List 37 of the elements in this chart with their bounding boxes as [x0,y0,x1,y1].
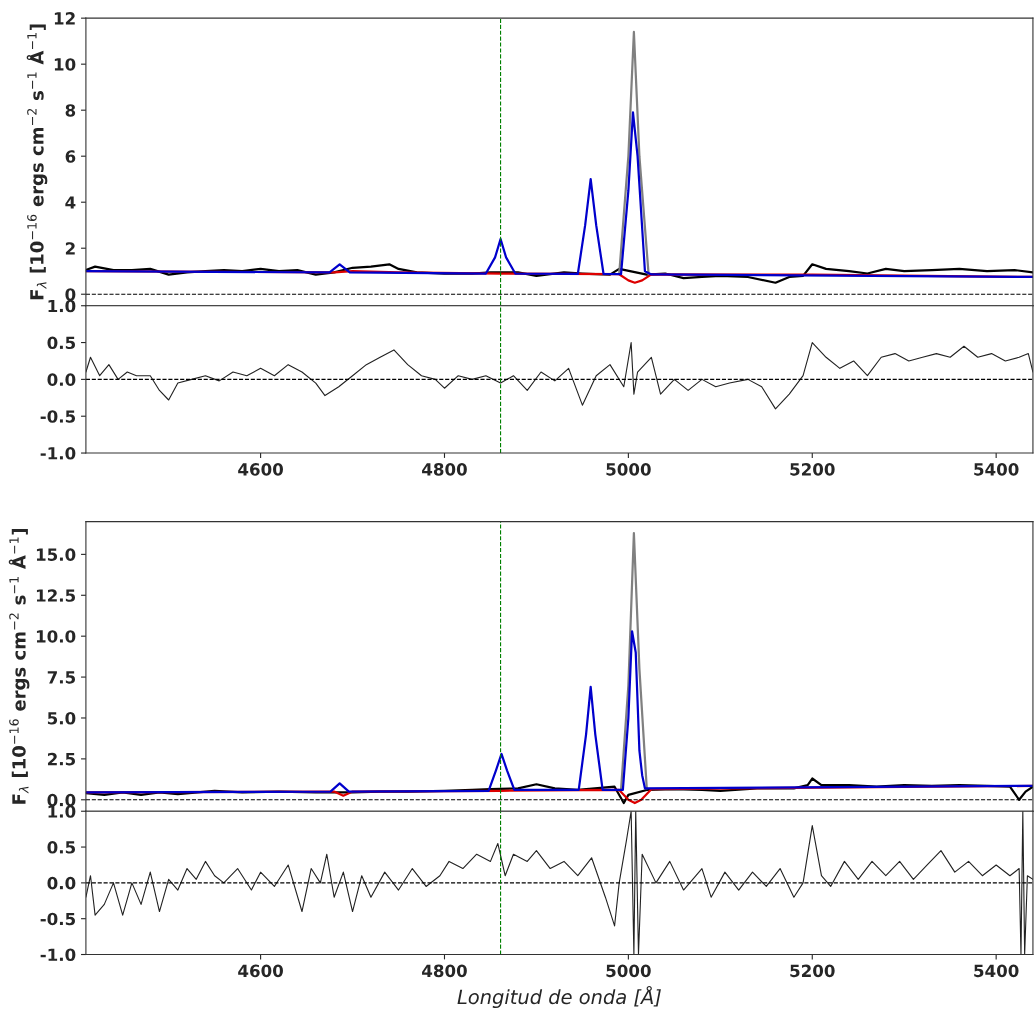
y-tick-label: 0.0 [47,876,76,890]
x-tick-label: 4600 [238,964,283,978]
y-tick-label: 5.0 [47,711,76,725]
x-tick-label: 5000 [606,463,651,476]
y-tick-label: 15.0 [36,548,76,561]
y-tick-label: 12.5 [36,589,76,602]
y-tick-label: 7.5 [47,671,76,684]
y-tick-label: 12 [54,12,75,25]
y-tick-label: 6 [65,150,76,163]
x-tick-label: 4800 [422,463,467,476]
x-tick-label: 5400 [974,463,1019,476]
y-tick-label: -0.5 [40,912,76,926]
x-tick-label: 5200 [790,463,835,476]
y-tick-label: 2 [65,242,75,255]
x-axis-title: Longitud de onda [Å] [457,985,661,1009]
y-tick-label: 0.0 [47,373,76,386]
text: F$_{λ}$ [10$^{−16}$ ergs cm$^{−2}$ s$^{−1}$ Å$^{−1}$] [8,529,30,804]
y-tick-label: -1.0 [40,948,76,962]
text: F$_{λ}$ [10$^{−16}$ ergs cm$^{−2}$ s$^{−1}$ Å$^{−1}$] [26,24,48,300]
y-tick-label: 8 [65,104,76,117]
y-tick-label: 1.0 [48,299,76,313]
y-tick-label: 0 [65,288,76,301]
y-tick-label: 2.5 [47,752,76,766]
y-tick-label: 10 [54,58,76,71]
x-tick-label: 4600 [238,463,283,476]
x-tick-label: 5400 [974,964,1019,978]
y-tick-label: 1.0 [48,805,76,818]
y-tick-label: 10.0 [36,630,76,643]
y-tick-label: 4 [65,196,76,209]
y-tick-label: 0.0 [47,793,76,807]
y-tick-label: 0.5 [47,841,76,854]
y-tick-label: -0.5 [40,410,76,423]
y-tick-label: 0.5 [47,336,76,350]
x-tick-label: 4800 [422,964,467,978]
x-tick-label: 5200 [790,964,835,978]
y-tick-label: -1.0 [40,447,76,460]
x-tick-label: 5000 [606,964,651,978]
